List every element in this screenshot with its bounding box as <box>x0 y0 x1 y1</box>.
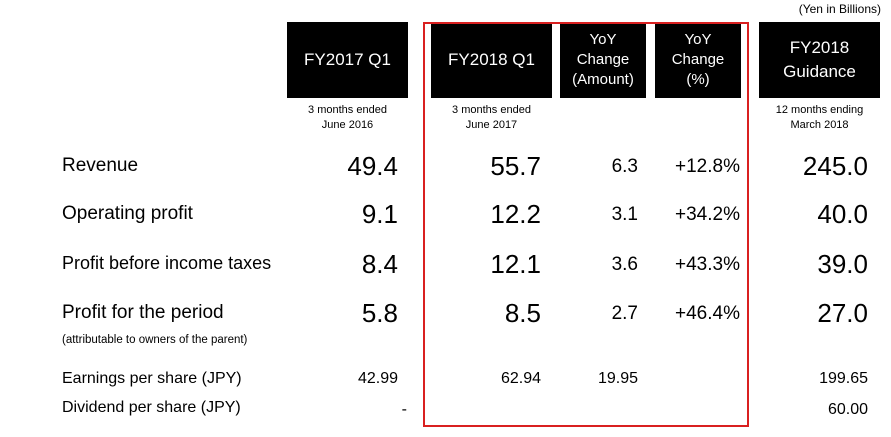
column-header-yoy-amount: YoY Change (Amount) <box>560 22 646 98</box>
profit-before-taxes-yoy-amount: 3.6 <box>611 254 638 275</box>
row-label-profit-before-taxes: Profit before income taxes <box>62 253 272 273</box>
highlight-box <box>423 22 749 427</box>
profit-before-taxes-fy2018-q1: 12.1 <box>490 249 541 279</box>
column-subtitle-fy2017-q1: 3 months ended June 2016 <box>308 104 387 131</box>
profit-for-period-yoy-amount: 2.7 <box>611 303 638 324</box>
row-note-attributable: (attributable to owners of the parent) <box>62 334 248 346</box>
column-header-yoy-percent: YoY Change (%) <box>655 22 741 98</box>
profit-before-taxes-fy2017-q1: 8.4 <box>361 249 398 279</box>
revenue-yoy-amount: 6.3 <box>611 156 638 177</box>
column-subtitle-fy2018-q1: 3 months ended June 2017 <box>452 104 531 131</box>
dps-guidance: 60.00 <box>827 401 868 418</box>
operating-profit-guidance: 40.0 <box>817 199 868 229</box>
column-subtitle-fy2018-guidance: 12 months ending March 2018 <box>775 104 864 131</box>
row-label-eps: Earnings per share (JPY) <box>62 370 242 387</box>
row-label-revenue: Revenue <box>62 155 139 176</box>
row-label-dps: Dividend per share (JPY) <box>62 399 241 416</box>
eps-guidance: 199.65 <box>819 370 868 387</box>
profit-for-period-guidance: 27.0 <box>817 298 868 328</box>
operating-profit-yoy-percent: +34.2% <box>675 204 740 225</box>
dps-fy2017-q1: - <box>401 401 407 418</box>
column-header-fy2018-guidance: FY2018 Guidance <box>759 22 880 98</box>
eps-yoy-amount: 19.95 <box>597 370 638 387</box>
unit-note: (Yen in Billions) <box>798 2 881 16</box>
revenue-yoy-percent: +12.8% <box>675 156 740 177</box>
profit-for-period-fy2018-q1: 8.5 <box>504 298 541 328</box>
eps-fy2018-q1: 62.94 <box>500 370 541 387</box>
column-header-fy2017-q1: FY2017 Q1 <box>287 22 408 98</box>
profit-for-period-yoy-percent: +46.4% <box>675 303 740 324</box>
revenue-fy2018-q1: 55.7 <box>490 151 541 181</box>
operating-profit-yoy-amount: 3.1 <box>611 204 638 225</box>
eps-fy2017-q1: 42.99 <box>357 370 398 387</box>
revenue-guidance: 245.0 <box>802 151 868 181</box>
profit-for-period-fy2017-q1: 5.8 <box>361 298 398 328</box>
column-header-fy2018-q1: FY2018 Q1 <box>431 22 552 98</box>
row-label-profit-for-period: Profit for the period <box>62 302 224 323</box>
profit-before-taxes-guidance: 39.0 <box>817 249 868 279</box>
revenue-fy2017-q1: 49.4 <box>347 151 398 181</box>
profit-before-taxes-yoy-percent: +43.3% <box>675 254 740 275</box>
operating-profit-fy2017-q1: 9.1 <box>361 199 398 229</box>
row-label-operating-profit: Operating profit <box>62 203 193 224</box>
operating-profit-fy2018-q1: 12.2 <box>490 199 541 229</box>
